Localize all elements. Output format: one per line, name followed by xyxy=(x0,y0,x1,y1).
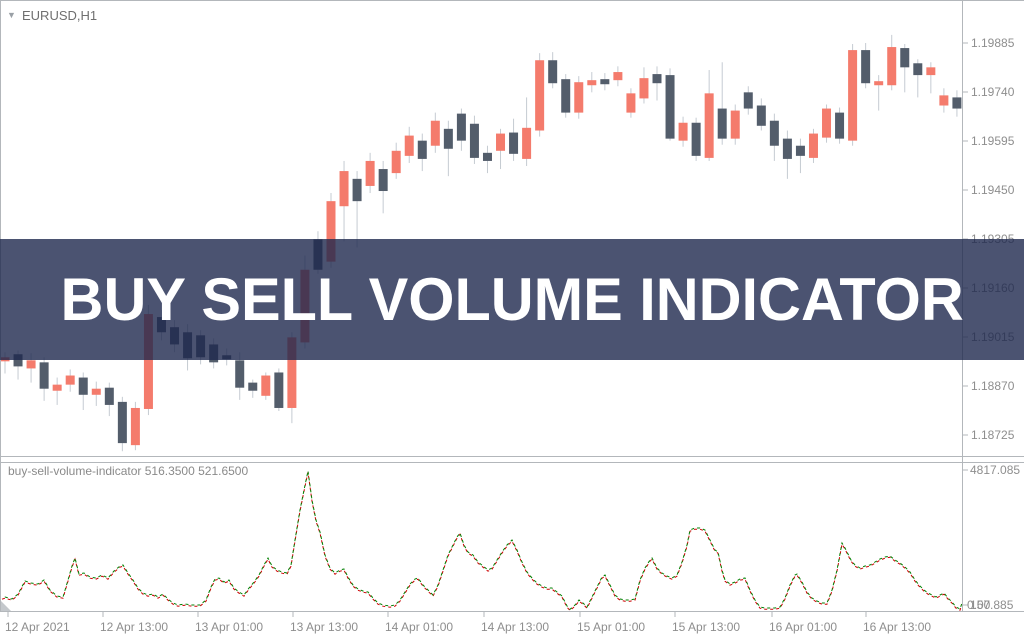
svg-text:16 Apr 13:00: 16 Apr 13:00 xyxy=(863,620,931,634)
promo-banner-title: BUY SELL VOLUME INDICATOR xyxy=(60,266,964,333)
svg-text:4817.085: 4817.085 xyxy=(970,463,1020,477)
svg-text:0.00: 0.00 xyxy=(967,598,991,612)
svg-text:1.19595: 1.19595 xyxy=(971,134,1015,148)
buy-volume-line xyxy=(1,470,963,610)
svg-text:12 Apr 13:00: 12 Apr 13:00 xyxy=(100,620,168,634)
sell-volume-line xyxy=(1,472,963,612)
svg-text:12 Apr 2021: 12 Apr 2021 xyxy=(5,620,70,634)
svg-text:1.19450: 1.19450 xyxy=(971,183,1015,197)
svg-text:14 Apr 13:00: 14 Apr 13:00 xyxy=(481,620,549,634)
svg-text:1.19885: 1.19885 xyxy=(971,36,1015,50)
svg-text:15 Apr 01:00: 15 Apr 01:00 xyxy=(577,620,645,634)
frame-borders xyxy=(0,0,1024,612)
svg-text:13 Apr 01:00: 13 Apr 01:00 xyxy=(195,620,263,634)
svg-text:16 Apr 01:00: 16 Apr 01:00 xyxy=(769,620,837,634)
chevron-down-icon[interactable]: ▼ xyxy=(7,10,16,20)
time-axis: 12 Apr 2021 12 Apr 13:00 13 Apr 01:00 13 Ap… xyxy=(5,612,931,634)
svg-text:14 Apr 01:00: 14 Apr 01:00 xyxy=(385,620,453,634)
indicator-lines xyxy=(1,470,963,612)
indicator-pane-label: buy-sell-volume-indicator 516.3500 521.6… xyxy=(8,464,249,478)
svg-text:157.885: 157.885 xyxy=(970,598,1014,612)
svg-text:15 Apr 13:00: 15 Apr 13:00 xyxy=(672,620,740,634)
symbol-timeframe-label: EURUSD,H1 xyxy=(22,8,98,23)
pane-resize-triangle xyxy=(1,601,11,611)
svg-text:1.19740: 1.19740 xyxy=(971,85,1015,99)
svg-text:13 Apr 13:00: 13 Apr 13:00 xyxy=(290,620,358,634)
promo-banner: BUY SELL VOLUME INDICATOR xyxy=(0,239,1024,360)
svg-text:1.18725: 1.18725 xyxy=(971,428,1015,442)
svg-text:1.18870: 1.18870 xyxy=(971,379,1015,393)
